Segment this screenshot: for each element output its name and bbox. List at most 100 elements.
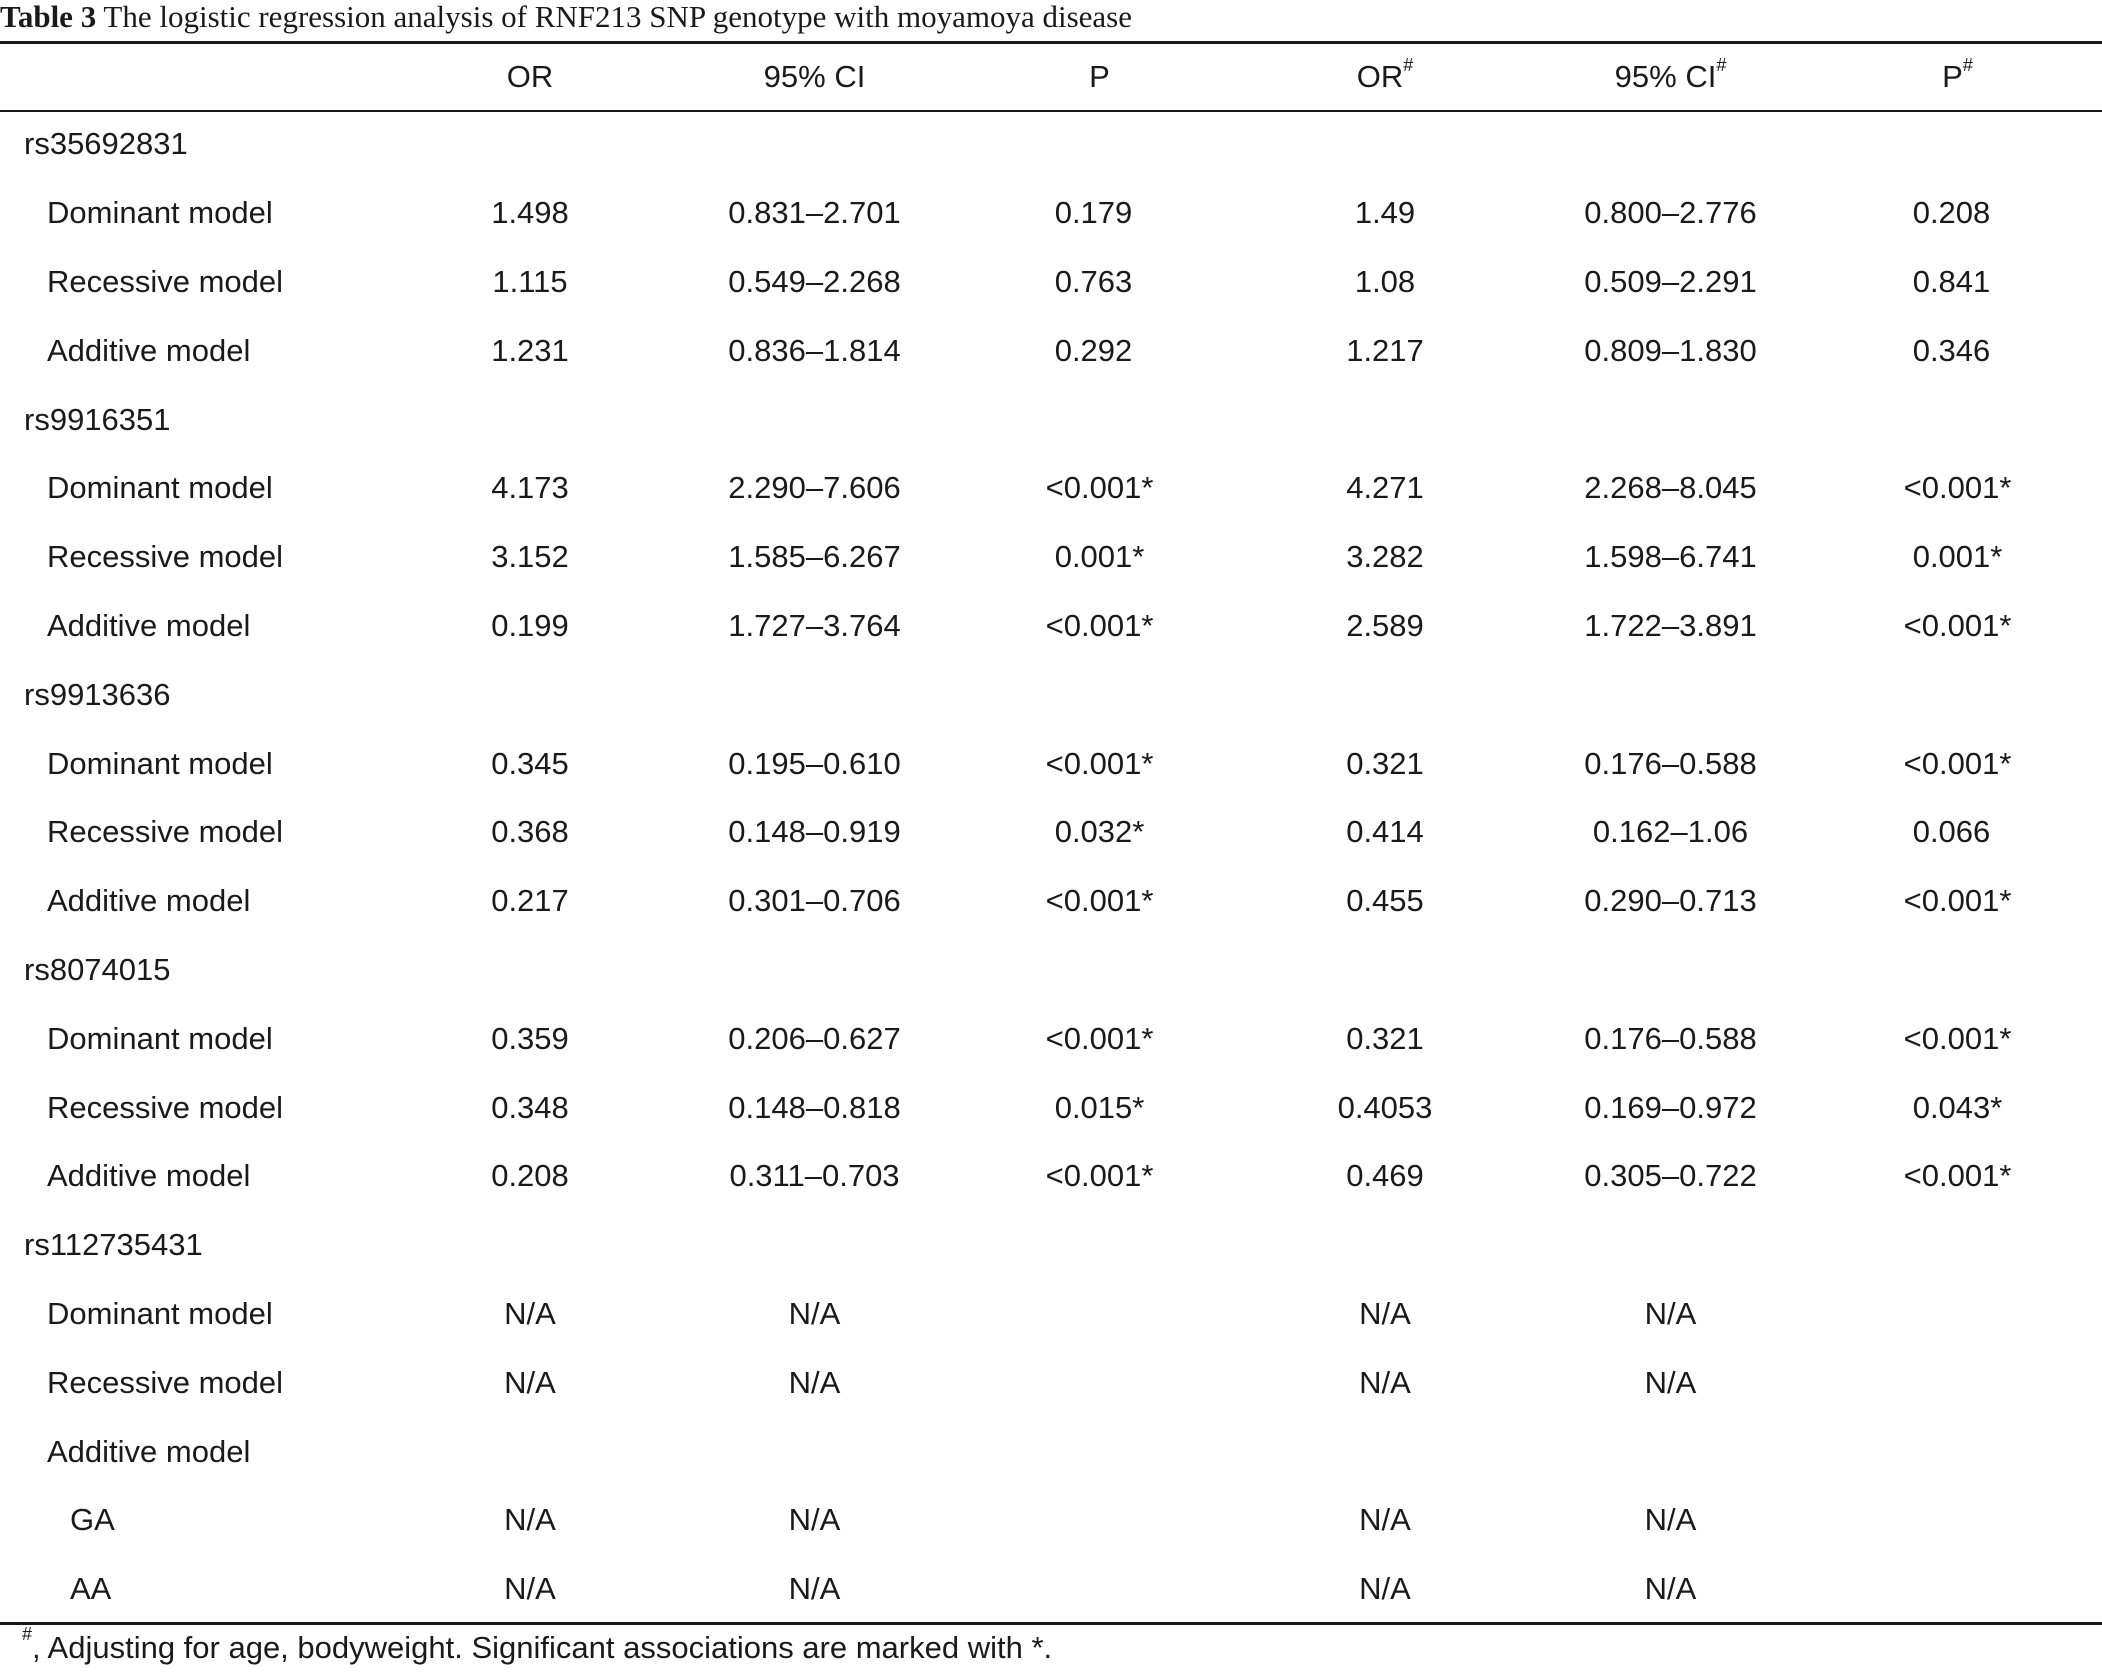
or-adjusted-cell [1242,385,1528,454]
or-cell: 1.231 [491,332,569,368]
p-adjusted-cell: <0.001* [1813,867,2102,936]
header-or-adjusted: OR# [1356,55,1414,94]
header-ci: 95% CI [763,59,866,94]
model-label: AA [70,1571,112,1607]
p-adjusted-cell: 0.208 [1813,179,2102,248]
p-value: 0.043* [1912,1089,2003,1125]
p-cell: 0.292 [957,316,1242,385]
ci-cell: 0.148–0.919 [728,814,901,850]
model-label: Recessive model [47,814,284,850]
p-cell [957,1486,1242,1555]
footnote-text: , Adjusting for age, bodyweight. Signifi… [32,1630,1053,1665]
p-cell: 0.179 [957,179,1242,248]
p-cell [957,1555,1242,1624]
header-or: OR [506,59,554,94]
p-cell: 0.015* [957,1073,1242,1142]
p-cell: 0.763 [957,248,1242,317]
regression-table: OR 95% CI P OR# 95% CI# P# rs35692831 Dom… [0,44,2102,1624]
p-value: 0.346 [1912,332,1991,368]
or-cell: N/A [504,1364,556,1400]
p-cell [957,1211,1242,1280]
or-cell [388,936,672,1005]
p-value: 0.208 [1912,195,1991,231]
snp-label: rs112735431 [24,1227,203,1263]
ci-cell: 0.831–2.701 [728,195,901,231]
or-adjusted-cell [1242,936,1528,1005]
snp-group-row: rs35692831 [0,110,2102,179]
p-value: <0.001* [1045,607,1154,643]
p-cell: 0.032* [957,798,1242,867]
ci-adjusted-cell: 0.176–0.588 [1584,1020,1757,1056]
table-row: AA N/A N/A N/A N/A [0,1555,2102,1624]
or-cell [388,385,672,454]
ci-adjusted-cell: 2.268–8.045 [1584,470,1757,506]
snp-label: rs9913636 [24,676,171,712]
table-row: Additive model [0,1417,2102,1486]
or-cell [388,1211,672,1280]
or-cell: N/A [504,1502,556,1538]
ci-cell [672,110,957,179]
p-value: 0.066 [1912,814,1991,850]
or-cell: 0.348 [491,1089,569,1125]
p-adjusted-cell: <0.001* [1813,729,2102,798]
p-cell [957,385,1242,454]
p-value: 0.841 [1912,263,1991,299]
ci-cell: N/A [788,1364,841,1400]
or-cell: 0.208 [491,1158,569,1194]
or-adjusted-cell: N/A [1359,1295,1411,1331]
p-adjusted-cell: 0.346 [1813,316,2102,385]
or-adjusted-cell: 0.321 [1346,745,1424,781]
p-adjusted-cell: 0.043* [1813,1073,2102,1142]
ci-adjusted-cell: 0.809–1.830 [1584,332,1757,368]
ci-cell: N/A [788,1502,841,1538]
ci-cell: 0.549–2.268 [728,263,901,299]
table-row: Additive model 1.231 0.836–1.814 0.292 1.217… [0,316,2102,385]
table-row: GA N/A N/A N/A N/A [0,1486,2102,1555]
header-p: P [1089,59,1110,94]
ci-adjusted-cell: N/A [1644,1571,1697,1607]
or-adjusted-cell [1242,1417,1528,1486]
ci-cell: 0.836–1.814 [728,332,901,368]
p-value: <0.001* [1045,745,1154,781]
p-adjusted-cell: <0.001* [1813,454,2102,523]
ci-adjusted-cell: 1.598–6.741 [1584,539,1757,575]
snp-label: rs35692831 [24,126,188,162]
ci-cell: 0.301–0.706 [728,883,901,919]
p-adjusted-cell: <0.001* [1813,1142,2102,1211]
p-value: <0.001* [1903,470,2012,506]
p-adjusted-cell [1813,110,2102,179]
model-label: Additive model [47,607,251,643]
or-cell: 1.498 [491,195,569,231]
ci-cell: 0.311–0.703 [729,1158,900,1194]
table-row: Dominant model 1.498 0.831–2.701 0.179 1.49 0… [0,179,2102,248]
p-adjusted-cell [1813,1280,2102,1349]
p-adjusted-cell [1813,1555,2102,1624]
model-label: Additive model [47,1158,251,1194]
table-row: Dominant model 4.173 2.290–7.606 <0.001* 4.2… [0,454,2102,523]
p-value: 0.763 [1054,263,1133,299]
ci-adjusted-cell: 0.509–2.291 [1584,263,1757,299]
p-cell: <0.001* [957,867,1242,936]
p-value: <0.001* [1903,745,2012,781]
table-row: Additive model 0.208 0.311–0.703 <0.001* 0.4… [0,1142,2102,1211]
p-cell: <0.001* [957,454,1242,523]
or-adjusted-cell: 2.589 [1346,607,1424,643]
ci-cell [672,1211,957,1280]
ci-cell: N/A [788,1295,841,1331]
or-adjusted-cell: 1.217 [1346,332,1424,368]
table-row: Additive model 0.199 1.727–3.764 <0.001* 2.5… [0,592,2102,661]
p-adjusted-cell [1813,1211,2102,1280]
or-adjusted-cell: 1.49 [1354,195,1416,231]
p-cell: <0.001* [957,592,1242,661]
header-ci-adjusted: 95% CI# [1614,55,1727,94]
ci-adjusted-cell: 1.722–3.891 [1584,607,1757,643]
or-adjusted-cell: 3.282 [1346,539,1424,575]
ci-adjusted-cell [1528,660,1813,729]
p-value: <0.001* [1903,607,2012,643]
table-row: Recessive model 3.152 1.585–6.267 0.001* 3.2… [0,523,2102,592]
or-adjusted-cell: 0.469 [1346,1158,1424,1194]
or-cell: 0.368 [491,814,569,850]
or-cell: 0.345 [491,745,569,781]
ci-cell: 2.290–7.606 [728,470,901,506]
p-value: <0.001* [1045,470,1154,506]
